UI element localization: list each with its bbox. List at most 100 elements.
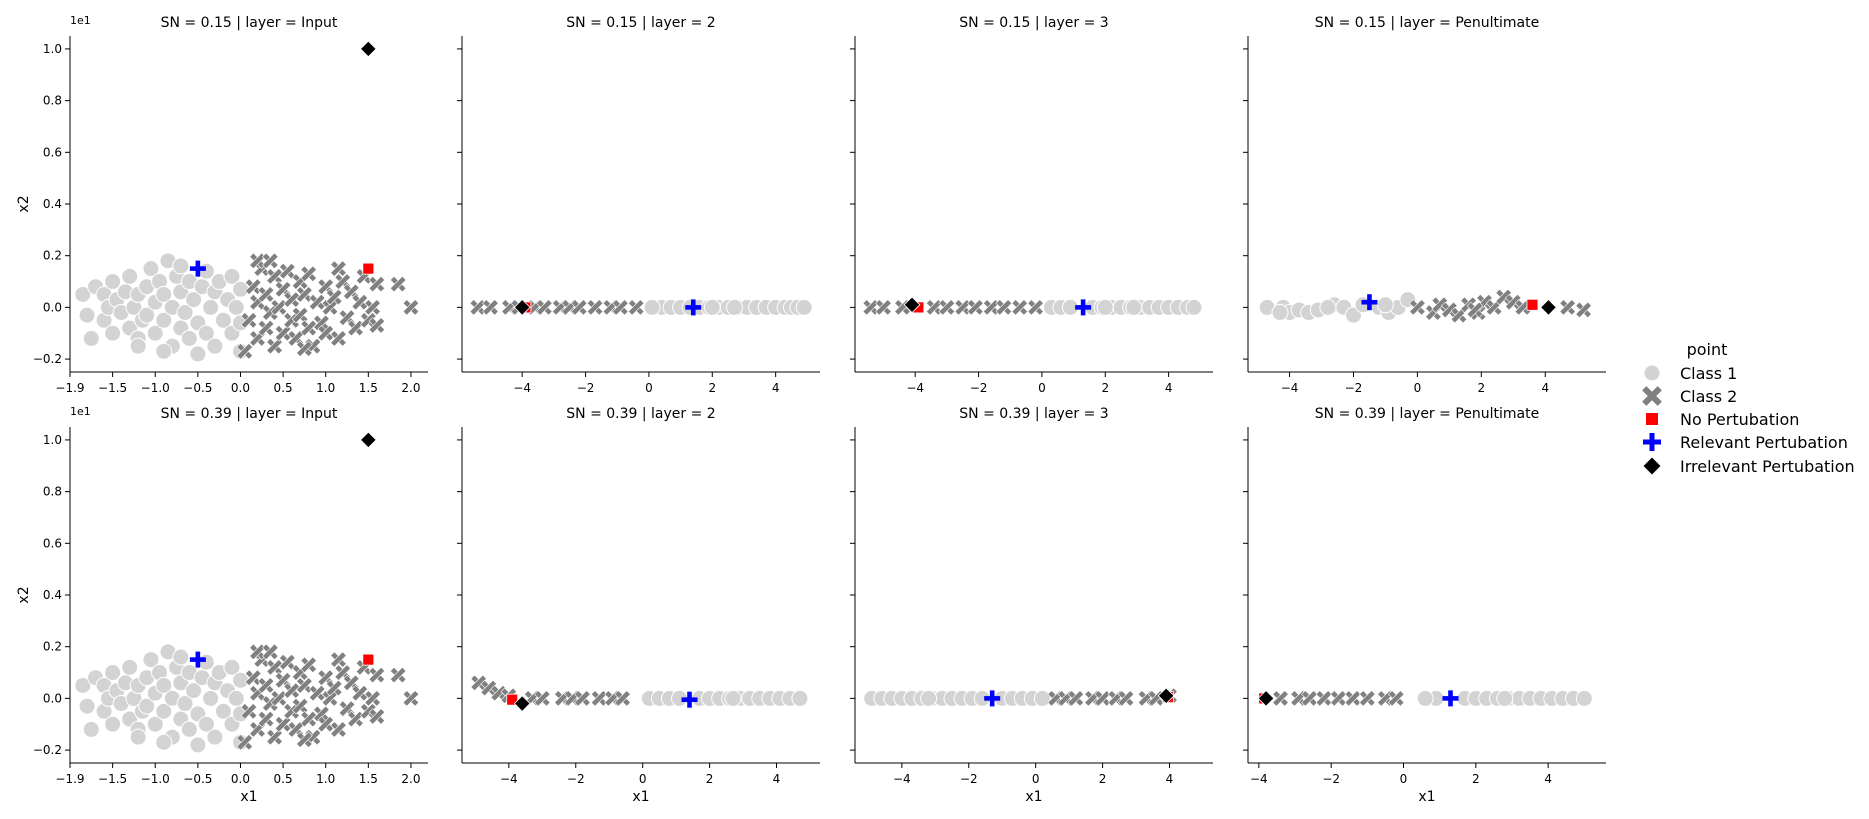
x-tick-label: −0.5 bbox=[183, 772, 212, 786]
legend-item-class1: Class 1 bbox=[1643, 364, 1737, 383]
irrelevant-pert-point bbox=[1157, 687, 1175, 705]
class2-point bbox=[279, 653, 296, 671]
class1-point bbox=[104, 715, 122, 733]
class2-point bbox=[351, 293, 369, 311]
class2-point bbox=[954, 299, 971, 316]
class2-point bbox=[1330, 690, 1347, 707]
class2-point bbox=[296, 340, 313, 358]
y-tick-label: 1.0 bbox=[43, 433, 62, 447]
class2-point bbox=[368, 708, 386, 725]
class2-point bbox=[368, 275, 386, 293]
class1-point bbox=[1575, 689, 1593, 707]
y-offset-text: 1e1 bbox=[70, 405, 91, 418]
x-tick-label: 2 bbox=[706, 772, 714, 786]
class2-point bbox=[586, 299, 604, 316]
x-tick-label: −1.5 bbox=[98, 381, 127, 395]
x-tick-label: 2.0 bbox=[401, 772, 420, 786]
subplot-title: SN = 0.39 | layer = Penultimate bbox=[1315, 406, 1539, 422]
subplot-5: SN = 0.39 | layer = Input −1.9 −1.5 −1.0 −0.… bbox=[16, 405, 428, 805]
x-tick-label: 0.0 bbox=[231, 381, 250, 395]
x-tick-label: −4 bbox=[893, 772, 911, 786]
irrelevant-pert-point bbox=[1257, 690, 1275, 707]
no-pert-point bbox=[506, 693, 519, 706]
class2-point bbox=[402, 690, 420, 707]
class2-point bbox=[1117, 690, 1135, 707]
class1-point bbox=[1096, 298, 1114, 316]
class1-point bbox=[155, 285, 173, 303]
y-tick-label: 0.2 bbox=[43, 249, 62, 263]
class1-point bbox=[155, 733, 173, 751]
x-tick-label: 4 bbox=[773, 772, 781, 786]
class1-point bbox=[1125, 298, 1143, 316]
class1-point bbox=[185, 291, 203, 309]
x-tick-label: 0 bbox=[639, 772, 647, 786]
x-tick-label: −1.0 bbox=[141, 772, 170, 786]
class2-point bbox=[325, 679, 343, 697]
x-tick-label: 0 bbox=[1032, 772, 1040, 786]
class1-point bbox=[129, 337, 147, 355]
legend-label-no-pert: No Pertubation bbox=[1680, 410, 1799, 429]
class2-point bbox=[291, 306, 309, 324]
legend-item-no-pert: No Pertubation bbox=[1646, 410, 1799, 429]
class2-point bbox=[347, 710, 364, 728]
class2-point bbox=[574, 690, 591, 707]
x-tick-label: 4 bbox=[1166, 772, 1174, 786]
relevant-pert-point bbox=[681, 691, 698, 708]
class2-point bbox=[1301, 690, 1318, 707]
class2-point bbox=[590, 690, 608, 707]
class1-point bbox=[1496, 689, 1514, 707]
x-tick-label: 1.5 bbox=[359, 381, 378, 395]
class2-point bbox=[330, 721, 347, 738]
x-tick-label: −4 bbox=[1250, 772, 1268, 786]
x-tick-label: 2.0 bbox=[401, 381, 420, 395]
class2-point bbox=[351, 684, 369, 702]
class2-point bbox=[1495, 288, 1512, 306]
class2-point bbox=[308, 293, 326, 311]
class1-point bbox=[1319, 298, 1337, 316]
class2-point bbox=[270, 299, 288, 316]
class2-point bbox=[244, 278, 262, 295]
no-pert-point bbox=[362, 653, 375, 666]
class2-point bbox=[249, 252, 266, 270]
class2-point bbox=[266, 728, 283, 746]
legend-label-class2: Class 2 bbox=[1680, 387, 1737, 406]
class1-point bbox=[795, 298, 813, 316]
class1-point bbox=[227, 689, 245, 707]
class1-point bbox=[202, 298, 220, 316]
class2-point bbox=[317, 324, 334, 342]
class1-point bbox=[180, 720, 198, 738]
class2-point bbox=[875, 299, 892, 316]
class2-point bbox=[313, 705, 330, 723]
y-tick-label: 0.4 bbox=[43, 197, 62, 211]
class1-point bbox=[185, 682, 203, 700]
class1-point bbox=[155, 311, 173, 329]
x-tick-label: 0 bbox=[645, 381, 653, 395]
subplot-title: SN = 0.15 | layer = Input bbox=[161, 15, 338, 31]
class1-point bbox=[155, 702, 173, 720]
subplot-title: SN = 0.39 | layer = 2 bbox=[566, 406, 715, 422]
legend-label-irrelevant: Irrelevant Pertubation bbox=[1680, 457, 1855, 476]
x-tick-label: −0.5 bbox=[183, 381, 212, 395]
irrelevant-pert-point bbox=[1540, 299, 1557, 316]
y-tick-label: −0.2 bbox=[33, 352, 62, 366]
y-axis-label: x2 bbox=[16, 195, 32, 212]
class2-point bbox=[534, 690, 551, 707]
x-axis-label: x1 bbox=[1025, 789, 1042, 805]
legend-item-relevant: Relevant Pertubation bbox=[1643, 433, 1848, 452]
y-axis-label: x2 bbox=[16, 586, 32, 603]
subplot-title: SN = 0.39 | layer = 3 bbox=[959, 406, 1108, 422]
y-tick-label: 0.6 bbox=[43, 145, 62, 159]
relevant-pert-point bbox=[1075, 299, 1092, 316]
x-tick-label: −2 bbox=[567, 772, 585, 786]
subplot-grid: SN = 0.15 | layer = Input −1.9 −1.5 −1.0 −0.… bbox=[16, 14, 1606, 805]
y-tick-label: −0.2 bbox=[33, 743, 62, 757]
x-tick-label: 2 bbox=[1478, 381, 1486, 395]
y-offset-text: 1e1 bbox=[70, 14, 91, 27]
x-tick-label: 0 bbox=[1414, 381, 1422, 395]
class2-point bbox=[1094, 690, 1111, 707]
class2-point bbox=[364, 299, 381, 316]
class2-point bbox=[536, 299, 553, 316]
no-pert-marker-icon bbox=[1646, 413, 1658, 425]
x-tick-label: 2 bbox=[708, 381, 716, 395]
